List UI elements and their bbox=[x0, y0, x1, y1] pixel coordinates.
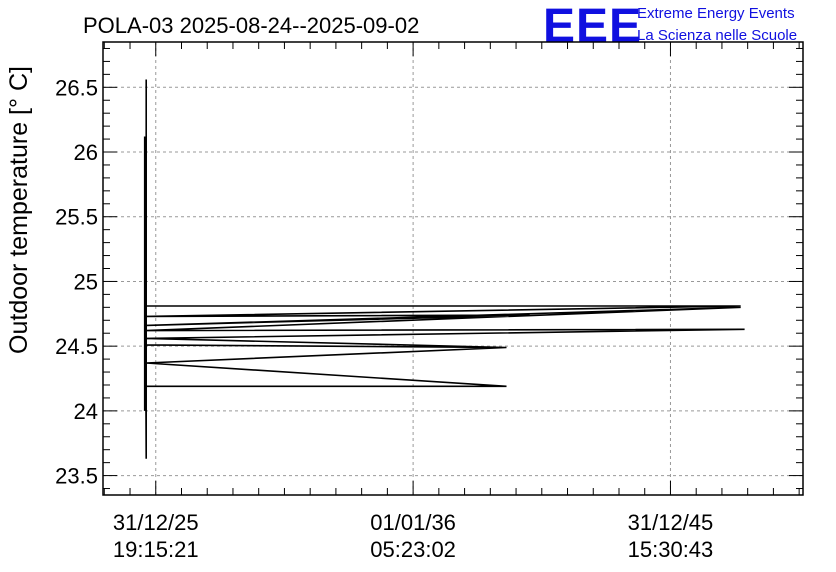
x-tick-label-time: 05:23:02 bbox=[370, 537, 456, 562]
y-tick-label: 26.5 bbox=[55, 75, 98, 100]
x-tick-label-time: 19:15:21 bbox=[113, 537, 199, 562]
data-series bbox=[143, 79, 745, 459]
x-tick-label-time: 15:30:43 bbox=[628, 537, 714, 562]
x-tick-label-date: 31/12/25 bbox=[113, 510, 199, 535]
x-tick-label-date: 01/01/36 bbox=[370, 510, 456, 535]
series-line bbox=[143, 79, 745, 459]
y-tick-label: 23.5 bbox=[55, 464, 98, 489]
eee-logo: EEE Extreme Energy Events La Scienza nel… bbox=[543, 0, 797, 53]
plot-frame bbox=[102, 41, 804, 496]
y-tick-label: 24.5 bbox=[55, 334, 98, 359]
y-axis-label: Outdoor temperature [° C] bbox=[5, 66, 33, 354]
y-tick-label: 26 bbox=[74, 140, 98, 165]
axes bbox=[102, 41, 804, 496]
x-tick-label-date: 31/12/45 bbox=[628, 510, 714, 535]
chart-title: POLA-03 2025-08-24--2025-09-02 bbox=[83, 13, 419, 38]
grid bbox=[103, 42, 803, 495]
y-tick-labels: 23.5 24 24.5 25 25.5 26 26.5 bbox=[55, 75, 98, 488]
y-tick-label: 25 bbox=[74, 269, 98, 294]
y-tick-label: 25.5 bbox=[55, 205, 98, 230]
logo-mark: EEE bbox=[543, 0, 642, 53]
logo-line1: Extreme Energy Events bbox=[637, 5, 795, 22]
y-tick-label: 24 bbox=[74, 399, 98, 424]
logo-line2: La Scienza nelle Scuole bbox=[637, 27, 797, 44]
